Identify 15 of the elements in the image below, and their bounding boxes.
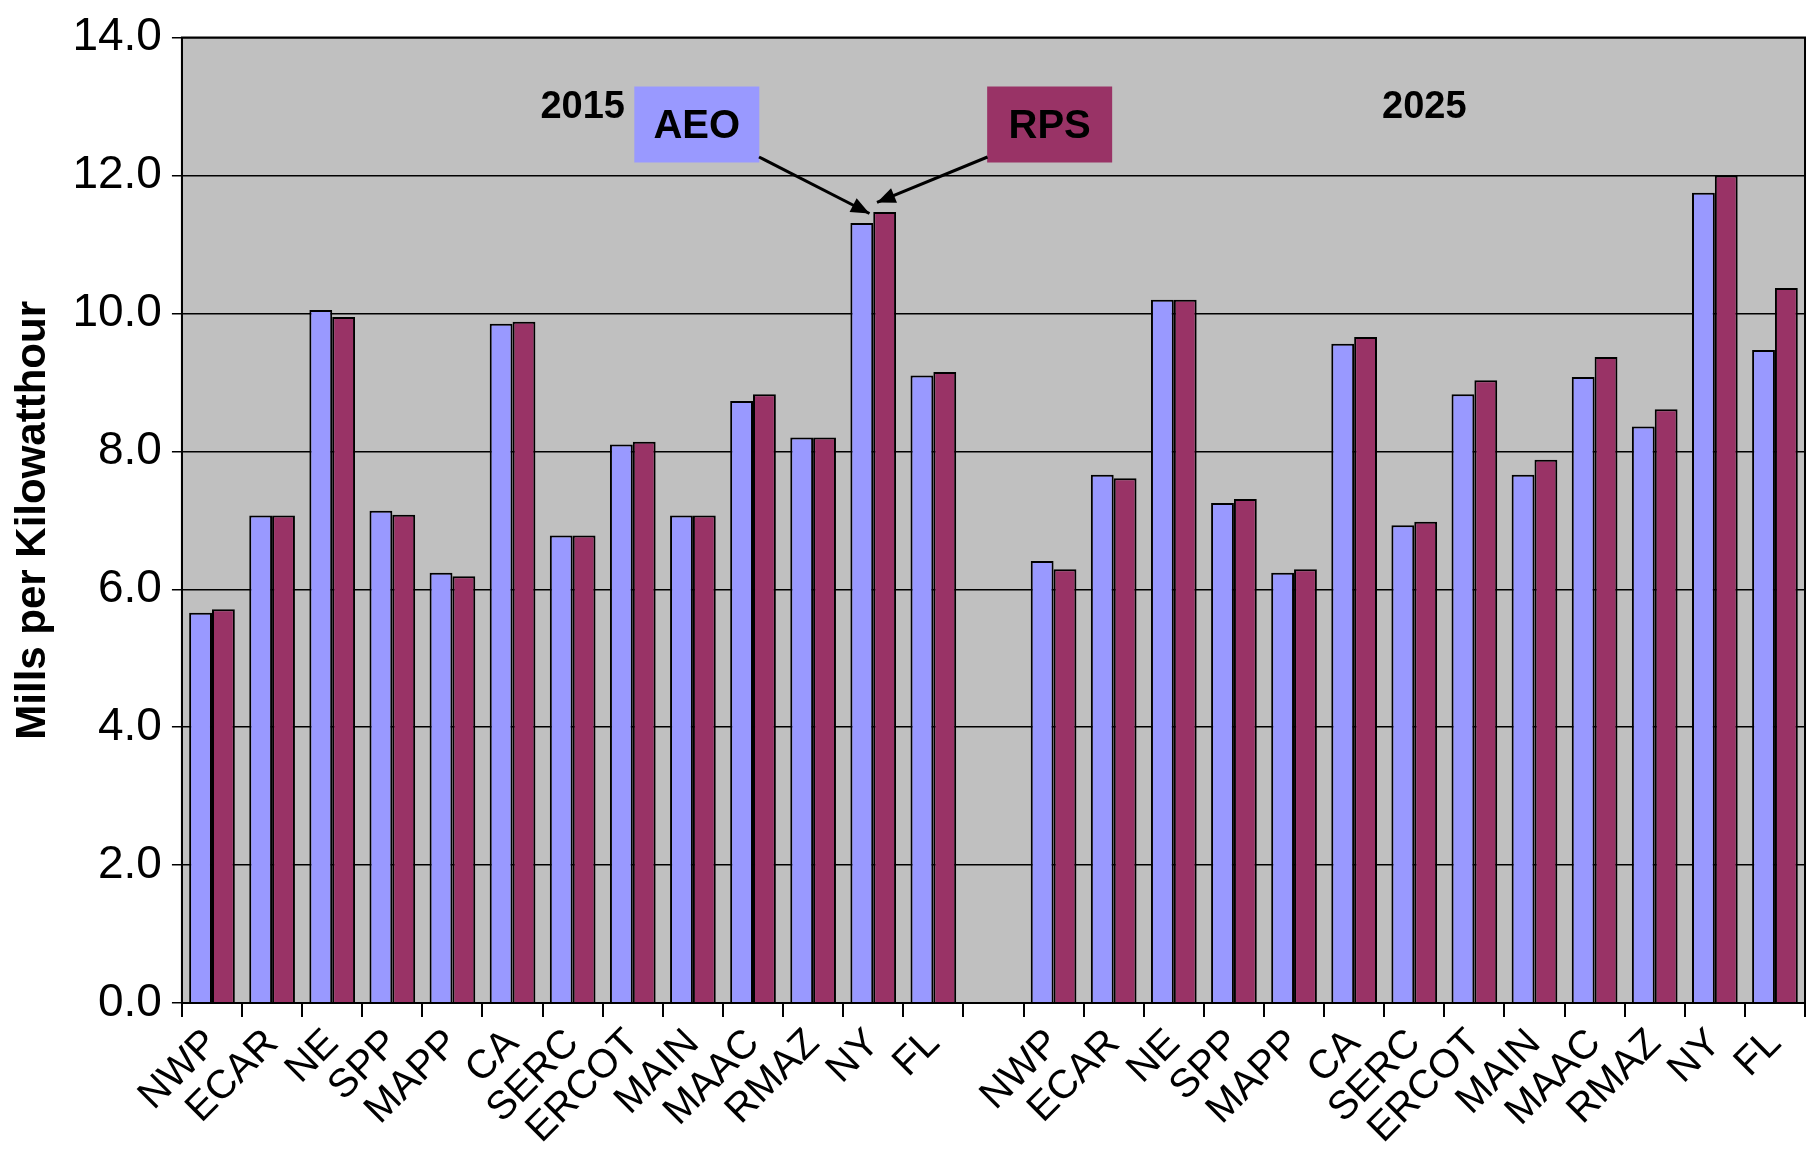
y-tick-label: 12.0: [72, 146, 162, 199]
y-tick-label: 4.0: [97, 697, 162, 750]
y-tick-label: 8.0: [97, 422, 162, 475]
y-axis-title: Mills per Kilowatthour: [6, 300, 54, 740]
y-tick-label: 2.0: [97, 835, 162, 888]
annotation: 2015: [540, 84, 625, 127]
y-tick-label: 6.0: [97, 559, 162, 612]
annotation: 2025: [1381, 84, 1467, 127]
x-tick-label: FL: [882, 1019, 947, 1084]
y-tick-label: 10.0: [72, 284, 162, 337]
y-tick-label: 14.0: [72, 8, 162, 61]
text: RPS: [1008, 101, 1091, 146]
x-tick-label: FL: [1724, 1019, 1789, 1084]
text: AEO: [653, 101, 741, 146]
y-tick-label: 0.0: [97, 973, 162, 1026]
